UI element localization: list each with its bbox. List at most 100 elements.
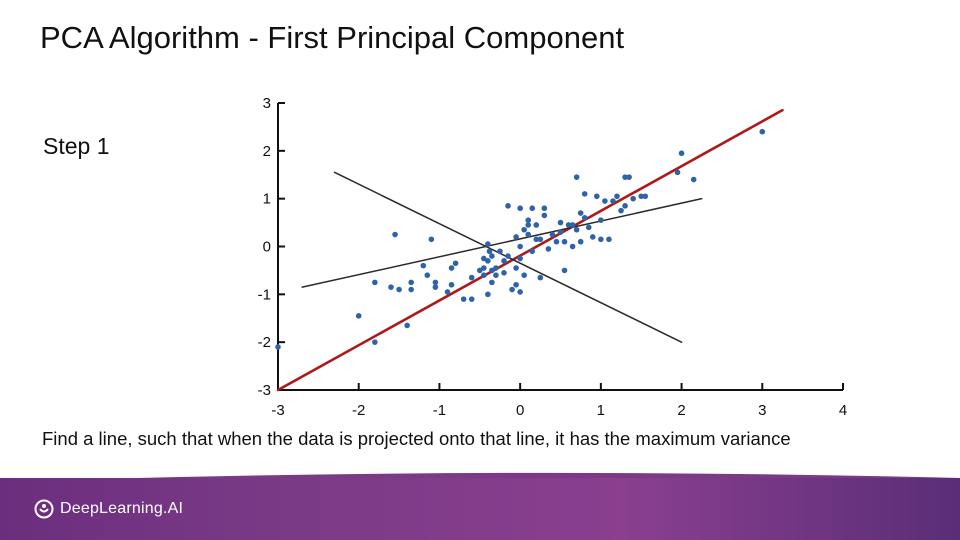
data-point (614, 193, 620, 200)
x-tick-label: -2 (352, 402, 365, 419)
data-point (557, 229, 564, 235)
deeplearning-logo-icon (34, 499, 54, 519)
data-point (577, 238, 584, 245)
data-point (610, 198, 616, 204)
data-point (537, 274, 544, 281)
data-point (468, 296, 475, 302)
data-point (581, 191, 588, 197)
data-point (485, 258, 491, 264)
data-point (525, 231, 532, 238)
data-point (408, 286, 414, 293)
data-point (549, 231, 556, 238)
data-point (533, 236, 540, 243)
data-point (476, 267, 483, 274)
data-point (533, 222, 540, 228)
data-point (622, 174, 628, 180)
data-point (481, 272, 487, 279)
data-point (594, 193, 600, 200)
data-point (517, 289, 523, 295)
data-point (589, 234, 596, 240)
data-point (638, 193, 645, 200)
data-point (497, 248, 503, 255)
y-tick-label: 1 (263, 191, 271, 208)
slide-title: PCA Algorithm - First Principal Componen… (40, 20, 625, 55)
slide-caption: Find a line, such that when the data is … (42, 428, 791, 449)
data-point (565, 222, 572, 228)
data-point (541, 205, 548, 212)
data-point (396, 286, 402, 293)
data-point (541, 212, 548, 219)
data-point (493, 272, 499, 279)
data-point (501, 270, 507, 276)
data-point (545, 246, 552, 252)
brand-name: DeepLearning.AI (60, 500, 184, 517)
data-point (489, 253, 495, 259)
data-point (618, 207, 624, 214)
data-point (573, 226, 580, 233)
data-point (489, 267, 495, 274)
data-point (501, 258, 507, 264)
data-point (404, 322, 410, 329)
data-point (505, 203, 511, 209)
x-tick-label: 1 (597, 402, 605, 419)
data-point (372, 279, 378, 286)
data-point (690, 176, 697, 183)
data-point (581, 215, 588, 221)
data-point (493, 265, 499, 271)
data-point (577, 210, 584, 216)
data-point (561, 238, 568, 245)
data-point (517, 255, 523, 262)
data-point (432, 284, 439, 290)
data-point (598, 236, 604, 243)
data-point (481, 255, 487, 262)
y-tick-label: 3 (263, 95, 271, 112)
data-point (485, 291, 491, 298)
data-point (275, 344, 281, 350)
data-point (481, 265, 487, 271)
data-point (521, 272, 527, 279)
y-tick-label: -3 (258, 382, 271, 399)
data-point (622, 203, 628, 209)
data-point (678, 150, 685, 157)
candidate-line (301, 197, 703, 288)
x-tick-label: -1 (433, 402, 446, 419)
y-tick-label: 2 (263, 143, 271, 160)
data-point (448, 281, 455, 288)
x-tick-label: 3 (758, 402, 766, 419)
data-point (355, 313, 362, 319)
data-point (509, 286, 515, 293)
data-point (602, 198, 608, 204)
data-point (448, 265, 455, 271)
data-point (630, 195, 636, 202)
x-tick-label: 2 (677, 402, 685, 419)
data-point (525, 222, 532, 228)
data-point (452, 260, 459, 267)
pca-scatter-chart: -3 -2 -1 0 1 2 3 4 3 2 1 0 -1 -2 -3 (258, 95, 848, 419)
data-point (674, 169, 681, 176)
step-label: Step 1 (43, 133, 110, 159)
data-point (428, 236, 435, 243)
footer-bar (0, 478, 960, 540)
data-point (468, 274, 475, 281)
data-point (513, 281, 519, 288)
data-point (626, 174, 632, 180)
y-tick-label: 0 (263, 239, 271, 256)
data-point (517, 205, 523, 212)
data-point (392, 231, 398, 238)
data-point (517, 243, 523, 250)
data-point (372, 339, 378, 345)
data-point (444, 289, 451, 295)
data-point (460, 296, 467, 302)
data-point (557, 219, 564, 226)
data-point (529, 205, 536, 212)
data-point (513, 265, 519, 271)
data-point (585, 224, 592, 231)
data-point (569, 243, 576, 250)
data-point (521, 226, 527, 233)
data-point (642, 193, 649, 200)
data-point (489, 279, 495, 286)
data-point (606, 236, 612, 243)
data-point (553, 238, 560, 245)
data-point (388, 284, 394, 290)
